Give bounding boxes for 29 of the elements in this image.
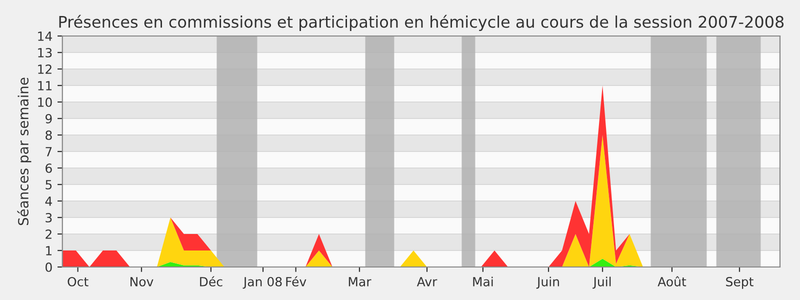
y-tick-label: 14 (38, 32, 52, 41)
x-tick-label: Août (658, 276, 686, 286)
y-tick-label: 4 (45, 196, 52, 206)
y-tick-label: 5 (46, 180, 52, 190)
x-tick-label: Mar (348, 277, 372, 286)
x-tick-label: Déc (200, 276, 222, 286)
chart-title: Présences en commissions et participation en hémicycle au cours de la session 2007-2008 (59, 14, 784, 31)
y-tick-label: 3 (46, 212, 52, 222)
y-tick-label: 1 (46, 246, 52, 256)
x-tick-label: Avr (416, 277, 438, 286)
x-tick-label: Fév (286, 276, 306, 286)
y-tick-label: 8 (46, 130, 52, 140)
x-tick-label: Juin (536, 276, 559, 289)
y-tick-label: 7 (46, 147, 52, 156)
x-tick-label: Nov (130, 277, 154, 286)
x-tick-label: Mai (473, 276, 493, 286)
y-tick-label: 12 (38, 64, 52, 74)
y-tick-label: 10 (38, 97, 52, 107)
y-tick-label: 0 (46, 262, 52, 272)
y-tick-label: 2 (46, 229, 52, 239)
y-tick-label: 13 (38, 48, 52, 58)
x-tick-label: Juil (592, 276, 611, 289)
y-tick-label: 9 (46, 114, 52, 124)
x-tick-label: Oct (68, 276, 88, 286)
y-axis-title: Séances par semaine (17, 78, 32, 226)
y-tick-label: 6 (46, 163, 52, 173)
x-tick-label: Jan 08 (242, 276, 282, 289)
x-tick-label: Sept (726, 276, 754, 289)
y-tick-label: 11 (38, 81, 52, 90)
